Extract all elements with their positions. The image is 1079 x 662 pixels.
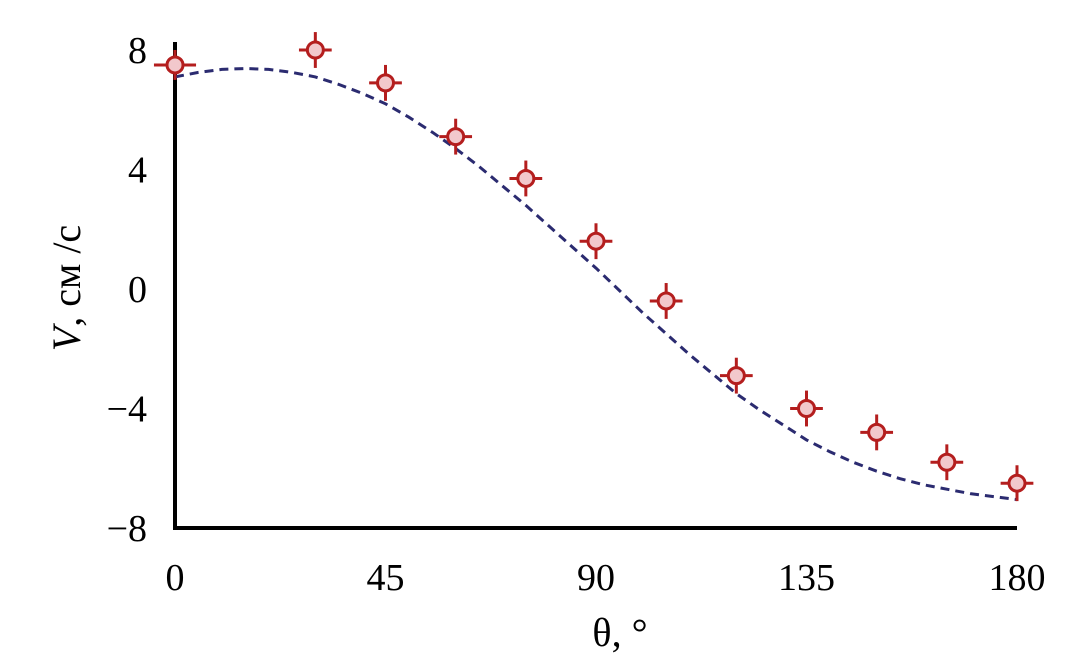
data-point — [930, 444, 964, 481]
y-axis-label-symbol: V — [44, 322, 89, 351]
data-point — [153, 50, 197, 80]
x-tick-label: 45 — [367, 557, 405, 599]
data-marker — [516, 168, 536, 188]
fit-curve — [174, 66, 1018, 502]
data-point — [579, 223, 613, 260]
data-point — [509, 160, 543, 197]
data-points — [153, 32, 1034, 502]
data-marker — [305, 40, 325, 60]
y-tick-label: 4 — [128, 150, 147, 192]
data-point — [369, 64, 402, 101]
data-marker — [867, 422, 887, 442]
data-point — [1000, 465, 1034, 502]
axes — [173, 42, 1017, 530]
data-marker — [586, 231, 606, 251]
x-tick-label: 180 — [989, 557, 1046, 599]
x-tick-label: 90 — [577, 557, 615, 599]
data-marker — [797, 399, 816, 418]
data-point — [790, 390, 823, 427]
data-marker — [937, 452, 957, 472]
y-axis-label: V, см /с — [44, 225, 89, 351]
y-tick-label: −4 — [107, 389, 147, 431]
data-marker — [1007, 473, 1027, 493]
data-marker — [446, 127, 466, 147]
x-tick-label: 135 — [778, 557, 835, 599]
data-marker — [165, 55, 185, 75]
y-tick-labels: 8 4 0 −4 −8 — [107, 30, 147, 550]
y-axis-label-units: , см /с — [44, 225, 89, 327]
data-point — [439, 118, 473, 155]
x-tick-labels: 0 45 90 135 180 — [166, 557, 1046, 599]
data-point — [298, 32, 332, 68]
data-point — [649, 283, 683, 319]
data-point — [860, 414, 894, 451]
x-axis-label: θ, ° — [592, 610, 647, 655]
y-tick-label: 0 — [128, 269, 147, 311]
x-tick-label: 0 — [166, 557, 185, 599]
y-tick-label: −8 — [107, 508, 147, 550]
data-marker — [726, 366, 746, 386]
data-marker — [376, 73, 395, 93]
y-tick-label: 8 — [128, 30, 147, 72]
data-point — [719, 357, 753, 394]
data-marker — [656, 291, 676, 311]
